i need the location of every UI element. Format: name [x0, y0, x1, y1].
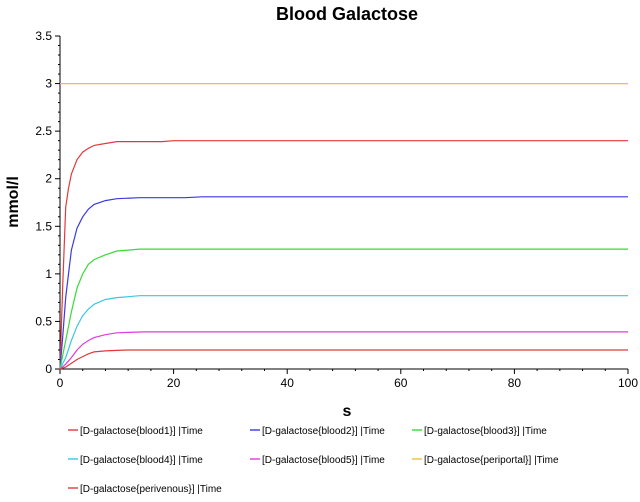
- legend-label: [D-galactose{blood2}] |Time: [262, 426, 385, 437]
- series-line-1: [59, 140, 628, 370]
- series-line-3: [59, 248, 628, 370]
- series-group: [59, 82, 628, 370]
- y-axis-label: mmol/l: [5, 176, 22, 228]
- y-tick-label: 2.5: [35, 124, 52, 138]
- y-tick-label: 0.5: [35, 314, 52, 328]
- x-tick-label: 40: [281, 376, 295, 390]
- legend-label: [D-galactose{periportal}] |Time: [424, 455, 559, 466]
- x-tick-label: 60: [394, 376, 408, 390]
- legend: [D-galactose{blood1}] |Time [D-galactose{…: [68, 426, 559, 495]
- y-tick-label: 0: [45, 362, 52, 376]
- x-axis-label: s: [343, 403, 352, 420]
- axes: 0 0.5 1 1.5 2 2.5 3 3.5 0 20 40 60 80 100: [35, 29, 638, 390]
- legend-item: [D-galactose{periportal}] |Time: [412, 455, 559, 466]
- y-tick-label: 2: [45, 172, 52, 186]
- y-tick-label: 3: [45, 77, 52, 91]
- series-line-2: [59, 196, 628, 370]
- series-line-7: [59, 349, 628, 370]
- legend-label: [D-galactose{perivenous}] |Time: [80, 484, 222, 495]
- legend-item: [D-galactose{blood2}] |Time: [250, 426, 385, 437]
- x-tick-label: 0: [57, 376, 64, 390]
- legend-item: [D-galactose{blood1}] |Time: [68, 426, 203, 437]
- series-line-5: [59, 331, 628, 370]
- legend-label: [D-galactose{blood1}] |Time: [80, 426, 203, 437]
- legend-label: [D-galactose{blood4}] |Time: [80, 455, 203, 466]
- legend-item: [D-galactose{blood3}] |Time: [412, 426, 547, 437]
- y-tick-label: 3.5: [35, 29, 52, 43]
- y-tick-label: 1: [45, 267, 52, 281]
- legend-item: [D-galactose{blood5}] |Time: [250, 455, 385, 466]
- x-tick-label: 20: [167, 376, 181, 390]
- series-line-4: [59, 295, 628, 370]
- chart-title: Blood Galactose: [276, 4, 418, 24]
- legend-item: [D-galactose{blood4}] |Time: [68, 455, 203, 466]
- x-tick-label: 80: [508, 376, 522, 390]
- legend-item: [D-galactose{perivenous}] |Time: [68, 484, 222, 495]
- y-tick-label: 1.5: [35, 219, 52, 233]
- legend-label: [D-galactose{blood3}] |Time: [424, 426, 547, 437]
- legend-label: [D-galactose{blood5}] |Time: [262, 455, 385, 466]
- x-tick-label: 100: [618, 376, 638, 390]
